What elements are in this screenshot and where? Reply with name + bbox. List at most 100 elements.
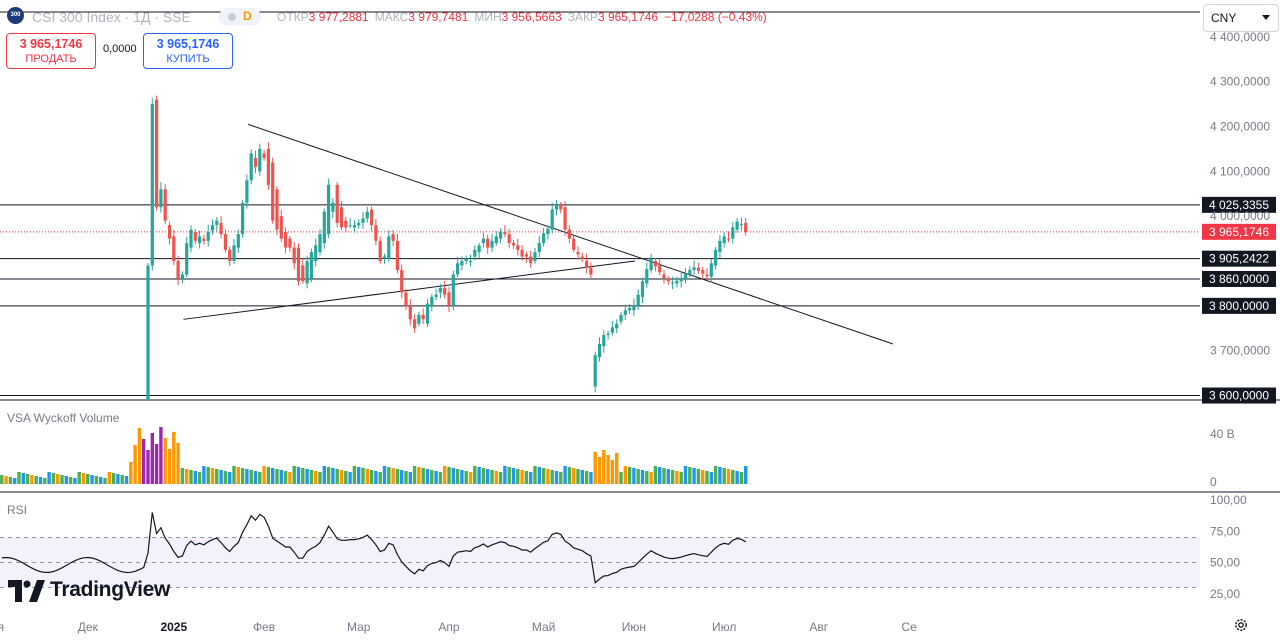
volume-bar bbox=[142, 439, 146, 484]
currency-value: CNY bbox=[1211, 11, 1237, 25]
time-tick-label: Июл bbox=[712, 620, 736, 634]
volume-bar bbox=[189, 470, 193, 484]
volume-bar bbox=[425, 469, 430, 484]
volume-bar bbox=[34, 476, 38, 484]
volume-bar bbox=[464, 471, 468, 484]
symbol-title[interactable]: CSI 300 Index · 1Д · SSE bbox=[32, 9, 191, 25]
candle-body bbox=[150, 104, 154, 266]
buy-button[interactable]: 3 965,1746 КУПИТЬ bbox=[143, 33, 233, 69]
candle-body bbox=[413, 319, 417, 329]
ohlc-value: 3 977,2881 bbox=[308, 10, 369, 24]
volume-bar bbox=[559, 472, 563, 484]
candle-body bbox=[529, 256, 533, 264]
time-tick-label: Дек bbox=[78, 620, 99, 634]
volume-bar bbox=[266, 467, 271, 484]
volume-bar bbox=[615, 453, 619, 484]
candle-body bbox=[593, 355, 597, 387]
candle-body bbox=[305, 261, 309, 284]
volume-bar bbox=[111, 473, 116, 484]
candle-body bbox=[288, 238, 292, 248]
candle-body bbox=[176, 261, 180, 279]
candle-body bbox=[408, 305, 412, 320]
volume-bar bbox=[314, 471, 318, 484]
candle-body bbox=[662, 274, 666, 279]
volume-bar bbox=[709, 472, 713, 484]
candle-body bbox=[451, 274, 455, 306]
candle-body bbox=[262, 153, 266, 158]
volume-bar bbox=[507, 467, 511, 484]
volume-bar bbox=[180, 468, 185, 484]
volume-bar bbox=[597, 457, 602, 484]
volume-bar bbox=[344, 471, 348, 484]
candle-body bbox=[671, 282, 675, 284]
volume-bar bbox=[477, 467, 481, 484]
volume-pane-label[interactable]: VSA Wyckoff Volume bbox=[7, 411, 120, 425]
time-tick-label: Авг bbox=[809, 620, 828, 634]
ohlc-key: МИН bbox=[474, 10, 502, 24]
volume-bar bbox=[348, 472, 352, 484]
rsi-pane-label[interactable]: RSI bbox=[7, 503, 28, 517]
candle-body bbox=[709, 263, 713, 277]
level-label-bg bbox=[1202, 196, 1276, 213]
volume-bar bbox=[172, 432, 176, 484]
volume-bar bbox=[13, 478, 17, 484]
horizontal-levels: 4 025,3355 3 905,2422 3 860,0000 3 800,0000… bbox=[0, 196, 1276, 404]
volume-bar bbox=[382, 466, 387, 484]
volume-bar bbox=[576, 469, 580, 484]
candle-body bbox=[404, 292, 408, 306]
level-label: 3 800,0000 bbox=[1209, 299, 1269, 313]
candle-body bbox=[486, 238, 490, 248]
candle-body bbox=[542, 233, 546, 244]
candle-body bbox=[374, 225, 378, 241]
candle-body bbox=[447, 292, 451, 306]
ohlc-value: 3 979,7481 bbox=[408, 10, 469, 24]
volume-bar bbox=[296, 467, 301, 484]
candle-body bbox=[679, 278, 683, 282]
volume-bar bbox=[434, 471, 438, 484]
candle-body bbox=[202, 238, 206, 241]
time-tick-label: Май bbox=[532, 620, 556, 634]
candle-body bbox=[210, 225, 215, 231]
volume-bar bbox=[43, 478, 47, 484]
currency-selector[interactable]: CNY bbox=[1203, 4, 1279, 32]
volume-bar bbox=[120, 475, 124, 484]
candle-body bbox=[249, 153, 253, 181]
volume-bar bbox=[455, 469, 460, 484]
candle-body bbox=[464, 258, 468, 262]
level-label-bg bbox=[1202, 250, 1276, 267]
volume-bar bbox=[395, 469, 400, 484]
candle-body bbox=[425, 303, 430, 324]
candle-body bbox=[744, 222, 748, 232]
candle-body bbox=[387, 236, 391, 259]
symbol-logo[interactable]: 300 bbox=[7, 7, 24, 24]
candle-body bbox=[318, 234, 322, 253]
candle-body bbox=[610, 327, 614, 333]
gear-icon[interactable] bbox=[1234, 618, 1248, 632]
candle-body bbox=[615, 323, 619, 329]
candle-body bbox=[378, 240, 382, 262]
candle-body bbox=[391, 234, 395, 241]
candle-body bbox=[232, 245, 236, 262]
candle-body bbox=[266, 148, 270, 185]
volume-bar bbox=[473, 466, 477, 484]
volume-bar bbox=[404, 471, 408, 484]
time-tick-label: Мар bbox=[347, 620, 371, 634]
volume-bar bbox=[60, 475, 64, 484]
candle-body bbox=[576, 252, 580, 255]
volume-bar bbox=[417, 467, 421, 484]
sell-button[interactable]: 3 965,1746 ПРОДАТЬ bbox=[6, 33, 96, 69]
volume-bar bbox=[623, 466, 627, 484]
volume-bar bbox=[705, 471, 709, 484]
ohlc-value: 3 965,1746 bbox=[597, 10, 658, 24]
candle-body bbox=[365, 211, 369, 219]
volume-bar bbox=[258, 472, 262, 484]
candle-body bbox=[649, 258, 653, 270]
candle-body bbox=[215, 220, 219, 226]
volume-bar bbox=[498, 472, 503, 484]
candle-body bbox=[434, 294, 438, 297]
candle-body bbox=[193, 231, 197, 241]
volume-bar bbox=[51, 473, 56, 484]
timeframe-pill[interactable] bbox=[219, 8, 261, 26]
volume-bar bbox=[215, 469, 219, 484]
